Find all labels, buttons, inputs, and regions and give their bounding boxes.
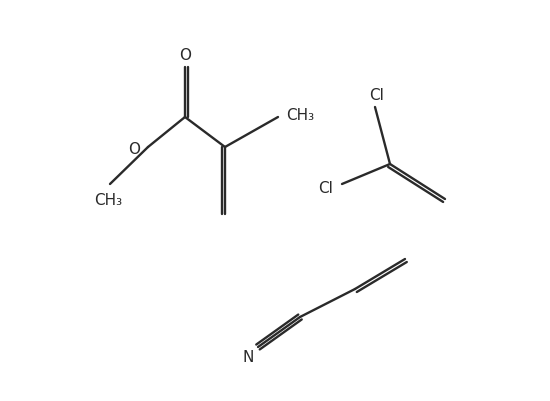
Text: O: O bbox=[179, 49, 191, 63]
Text: Cl: Cl bbox=[370, 88, 384, 103]
Text: CH₃: CH₃ bbox=[94, 193, 122, 208]
Text: CH₃: CH₃ bbox=[286, 107, 314, 122]
Text: N: N bbox=[243, 350, 254, 365]
Text: O: O bbox=[128, 142, 140, 157]
Text: Cl: Cl bbox=[318, 181, 333, 196]
